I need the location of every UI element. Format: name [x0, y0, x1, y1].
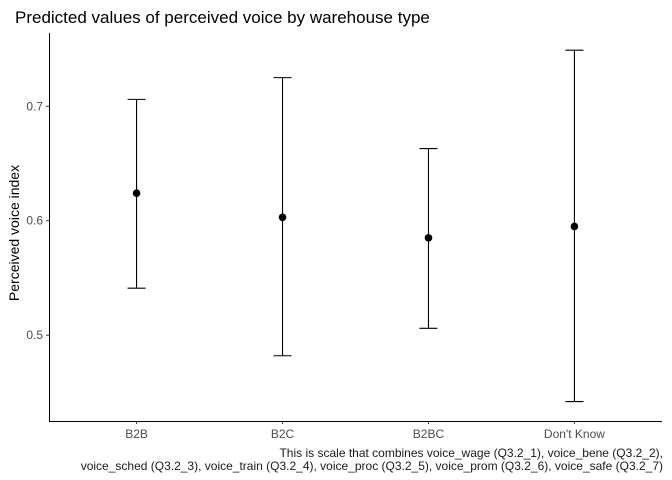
y-tick-label: 0.5	[26, 328, 43, 342]
error-bar-group	[273, 77, 292, 357]
error-bar-group	[127, 98, 146, 289]
y-axis-title: Perceived voice index	[6, 165, 22, 301]
y-tick-label: 0.6	[26, 214, 43, 228]
x-tick-label: B2B	[125, 427, 148, 441]
data-point	[278, 213, 287, 222]
data-point	[424, 234, 433, 242]
error-bar-group	[419, 148, 438, 329]
caption-line-1: This is scale that combines voice_wage (…	[279, 446, 663, 460]
x-axis-ticks: B2B B2C B2BC Don't Know	[125, 421, 605, 441]
x-tick-label: Don't Know	[544, 427, 605, 441]
y-axis-ticks: 0.5 0.6 0.7	[26, 99, 49, 342]
x-tick-label: B2C	[271, 427, 295, 441]
data-point	[570, 222, 579, 231]
x-tick-label: B2BC	[413, 427, 445, 441]
chart-title: Predicted values of perceived voice by w…	[15, 8, 430, 27]
plot-area	[127, 49, 584, 403]
caption-line-2: voice_sched (Q3.2_3), voice_train (Q3.2_…	[81, 459, 663, 473]
data-point	[132, 189, 141, 198]
y-tick-label: 0.7	[26, 99, 43, 113]
error-bar-group	[565, 49, 584, 403]
